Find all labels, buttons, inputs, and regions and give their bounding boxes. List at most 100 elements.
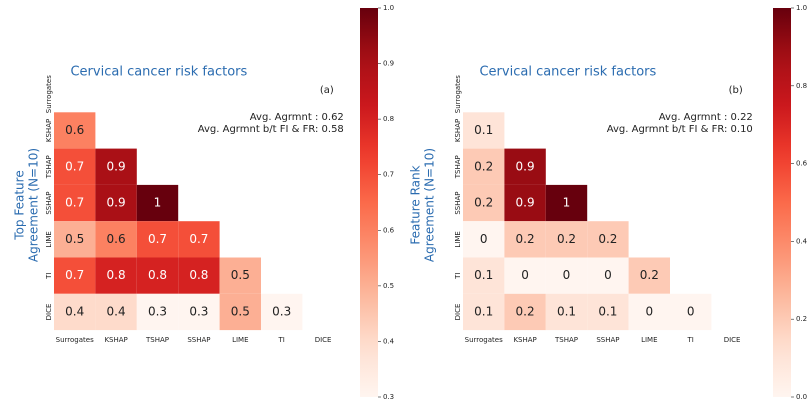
heatmap-cell	[95, 221, 137, 258]
heatmap-cell	[95, 184, 137, 222]
cell-label: 0.9	[516, 159, 535, 173]
cell-label: 0	[645, 304, 653, 318]
heatmap-cell	[178, 257, 220, 294]
y-tick-label: SSHAP	[45, 191, 53, 214]
colorbar-tick-label: 0.6	[796, 160, 808, 168]
heatmap-cell	[95, 148, 137, 185]
y-tick-label: KSHAP	[454, 119, 462, 142]
cell-label: 0.8	[107, 268, 126, 282]
cell-label: 0.7	[148, 232, 167, 246]
y-tick-label: Surrogates	[454, 75, 462, 113]
y-axis-label: Top Feature	[13, 170, 27, 240]
cell-label: 0.9	[107, 196, 126, 210]
heatmap-cell	[463, 148, 505, 185]
cell-label: 0.1	[598, 304, 617, 318]
cell-label: 0.4	[107, 304, 126, 318]
heatmap-cell	[587, 293, 629, 331]
y-axis-label: Agreement (N=10)	[27, 148, 41, 262]
heatmap-cell	[504, 293, 546, 331]
cell-label: 0.8	[189, 268, 208, 282]
colorbar	[360, 8, 378, 397]
y-tick-label: DICE	[454, 304, 462, 321]
colorbar-tick-label: 0.6	[383, 226, 395, 234]
annotation: Avg. Agrmnt b/t FI & FR: 0.10	[607, 124, 753, 135]
cell-label: 0.2	[640, 268, 659, 282]
cell-label: 0.2	[557, 232, 576, 246]
heatmap-cell	[628, 293, 670, 331]
heatmap-cell	[463, 293, 505, 331]
x-tick-label: SSHAP	[187, 336, 210, 344]
cell-label: 0.2	[474, 159, 493, 173]
cell-label: 0.6	[107, 232, 126, 246]
panel-label: (a)	[320, 85, 334, 96]
cell-label: 0.4	[65, 304, 84, 318]
y-tick-label: DICE	[45, 304, 53, 321]
colorbar	[773, 8, 791, 397]
cell-label: 0.2	[516, 304, 535, 318]
x-tick-label: TI	[687, 336, 694, 344]
annotation: Avg. Agrmnt : 0.22	[659, 112, 753, 123]
heatmap-cell	[54, 112, 96, 149]
y-tick-label: SSHAP	[454, 191, 462, 214]
y-axis-label: Agreement (N=10)	[423, 148, 437, 262]
heatmap-cell	[504, 257, 546, 294]
heatmap-cell	[587, 221, 629, 258]
annotation: Avg. Agrmnt b/t FI & FR: 0.58	[198, 124, 344, 135]
annotation: Avg. Agrmnt : 0.62	[250, 112, 344, 123]
colorbar-tick-label: 0.5	[383, 282, 394, 290]
colorbar-tick-label: 0.2	[796, 315, 807, 323]
cell-label: 0.9	[516, 196, 535, 210]
heatmap-cell	[136, 221, 179, 258]
heatmap-cell	[136, 257, 179, 294]
cell-label: 0.1	[474, 123, 493, 137]
x-tick-label: Surrogates	[465, 336, 503, 344]
colorbar-tick-label: 0.4	[383, 337, 395, 345]
colorbar-tick-label: 0.4	[796, 237, 808, 245]
heatmap-cell	[54, 257, 96, 294]
cell-label: 0.5	[231, 304, 250, 318]
cell-label: 0.2	[474, 196, 493, 210]
heatmap-cell	[670, 293, 712, 331]
heatmap-cell	[54, 184, 96, 222]
x-tick-label: LIME	[641, 336, 657, 344]
cell-label: 0.3	[189, 304, 208, 318]
x-tick-label: Surrogates	[56, 336, 94, 344]
cell-label: 0.1	[474, 268, 493, 282]
cell-label: 0.1	[474, 304, 493, 318]
cell-label: 0.5	[65, 232, 84, 246]
cell-label: 0.6	[65, 123, 84, 137]
y-tick-label: TI	[454, 272, 462, 279]
heatmap-cell	[545, 184, 588, 222]
cell-label: 0	[563, 268, 571, 282]
heatmap-cell	[261, 293, 303, 331]
colorbar-tick-label: 0.8	[796, 82, 807, 90]
cell-label: 0.7	[65, 196, 84, 210]
heatmap-cell	[54, 221, 96, 258]
x-tick-label: TI	[278, 336, 285, 344]
heatmap-cell	[463, 221, 505, 258]
heatmap-cell	[219, 257, 261, 294]
y-tick-label: TI	[45, 272, 53, 279]
cell-label: 0.2	[516, 232, 535, 246]
heatmap-cell	[545, 257, 588, 294]
cell-label: 0.7	[189, 232, 208, 246]
y-tick-label: TSHAP	[454, 155, 462, 179]
heatmap-cell	[504, 184, 546, 222]
x-tick-label: KSHAP	[104, 336, 127, 344]
x-tick-label: DICE	[724, 336, 741, 344]
cell-label: 0.1	[557, 304, 576, 318]
colorbar-tick-label: 1.0	[796, 4, 807, 12]
y-axis-label: Feature Rank	[409, 165, 423, 244]
x-tick-label: DICE	[315, 336, 332, 344]
chart-title: Cervical cancer risk factors	[479, 65, 656, 80]
y-tick-label: LIME	[454, 231, 462, 247]
y-tick-label: KSHAP	[45, 119, 53, 142]
heatmap-cell	[463, 257, 505, 294]
y-tick-label: LIME	[45, 231, 53, 247]
cell-label: 0	[521, 268, 529, 282]
cell-label: 0.7	[65, 159, 84, 173]
cell-label: 0	[480, 232, 488, 246]
heatmap-cell	[463, 112, 505, 149]
x-tick-label: SSHAP	[596, 336, 619, 344]
